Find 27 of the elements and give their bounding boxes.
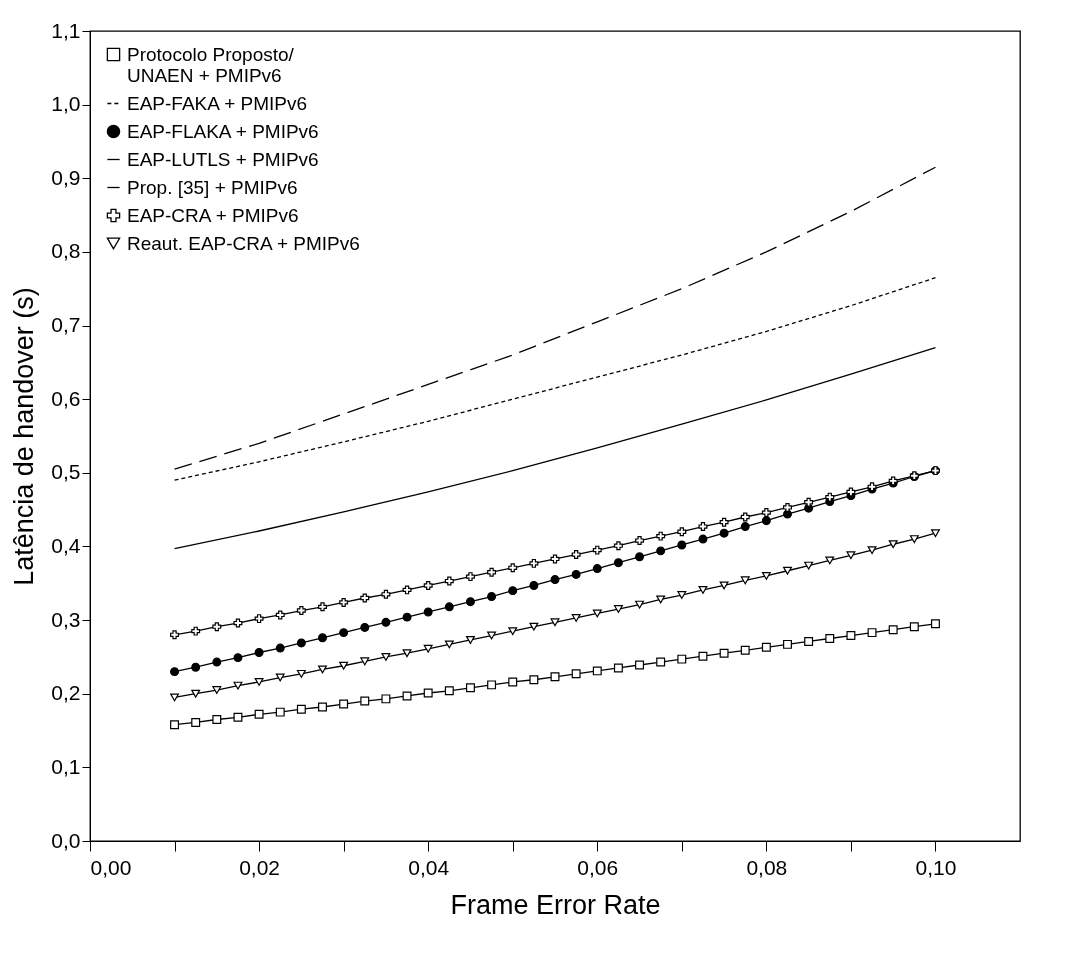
y-tick-label: 1,0 [51,92,81,116]
legend-label: EAP-FLAKA + PMIPv6 [127,120,319,142]
y-tick-label: 0,0 [51,828,81,852]
y-tick-label: 0,6 [51,386,81,410]
legend-label: Prop. [35] + PMIPv6 [127,176,298,198]
y-tick-label: 0,7 [51,313,81,337]
x-tick-label: 0,08 [746,855,788,879]
x-tick-label: 0,10 [915,855,957,879]
legend-label: EAP-LUTLS + PMIPv6 [127,148,319,170]
x-tick-label: 0,00 [90,855,132,879]
x-tick-label: 0,04 [408,855,450,879]
y-axis-title: Latência de handover (s) [9,287,40,586]
y-tick-label: 0,4 [51,533,81,557]
legend-label: Protocolo Proposto/ UNAEN + PMIPv6 [127,43,295,86]
y-tick-label: 0,9 [51,165,81,189]
y-tick-label: 1,1 [51,18,81,42]
legend-label: Reaut. EAP-CRA + PMIPv6 [127,232,360,254]
y-tick-label: 0,8 [51,239,81,263]
y-tick-label: 0,3 [51,607,81,631]
x-tick-label: 0,02 [239,855,281,879]
x-tick-label: 0,06 [577,855,619,879]
legend-label: EAP-CRA + PMIPv6 [127,204,299,226]
legend-label: EAP-FAKA + PMIPv6 [127,92,308,114]
y-tick-label: 0,5 [51,460,81,484]
y-tick-label: 0,2 [51,681,81,705]
y-tick-label: 0,1 [51,754,81,778]
x-axis-title: Frame Error Rate [450,889,661,920]
